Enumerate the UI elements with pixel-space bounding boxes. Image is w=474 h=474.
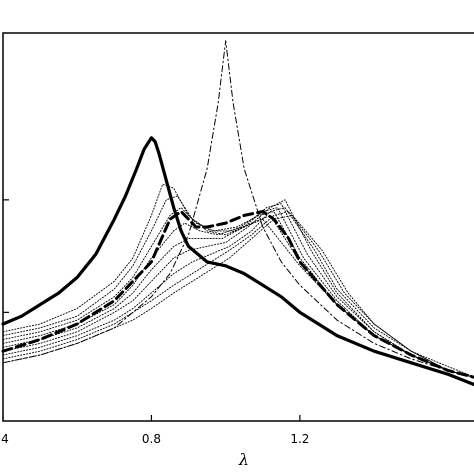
series-line-dotted-3 [2,183,474,378]
x-axis-label: λ [238,450,249,469]
series-line-dotted-7 [2,203,474,378]
series-line-solid-thick-0 [1,136,474,387]
series-line-dotted-9 [2,207,474,378]
x-tick-label-0: .4 [0,432,9,446]
series-line-dotted-6 [2,207,474,378]
x-tick-label-1: 0.8 [142,432,161,446]
series-line-dashdot-thin-2 [2,40,474,378]
x-tick-label-2: 1.2 [290,432,309,446]
series-line-dashed-thick-1 [1,210,474,379]
chart-series-group [1,40,474,387]
series-line-dotted-8 [2,199,474,378]
axis-ticks-group: .4 0.8 1.2 [0,199,309,446]
series-line-dotted-11 [2,214,474,378]
plot-frame [2,32,474,422]
series-line-dotted-10 [2,211,474,378]
